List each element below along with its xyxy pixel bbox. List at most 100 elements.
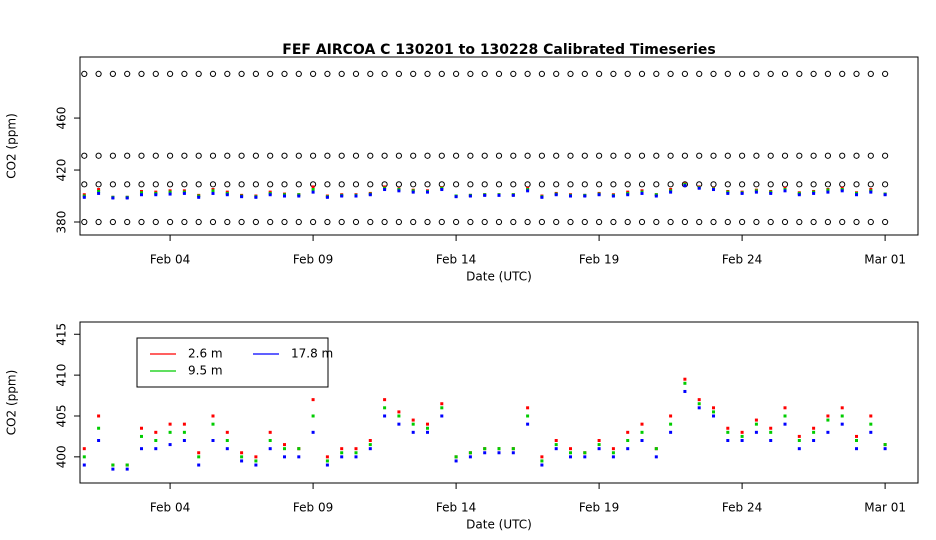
- point: [311, 430, 315, 434]
- point: [712, 414, 716, 418]
- point: [411, 190, 415, 194]
- series: [81, 152, 889, 159]
- point: [454, 455, 458, 459]
- point: [753, 218, 760, 226]
- point: [882, 70, 889, 77]
- point: [125, 467, 129, 471]
- point: [883, 447, 887, 451]
- point: [855, 439, 859, 443]
- point: [152, 152, 159, 159]
- point: [712, 410, 716, 414]
- point: [597, 447, 601, 451]
- point: [411, 430, 415, 434]
- x-tick-label: Feb 19: [579, 253, 619, 267]
- point: [311, 185, 315, 189]
- point: [440, 414, 444, 418]
- point: [869, 190, 873, 194]
- point: [710, 181, 717, 188]
- point: [181, 152, 188, 159]
- y-tick-label: 420: [55, 159, 69, 182]
- point: [195, 218, 202, 226]
- point: [240, 455, 244, 459]
- point: [826, 430, 830, 434]
- point: [867, 181, 874, 188]
- point: [739, 218, 746, 226]
- point: [125, 463, 129, 467]
- x-tick-label: Feb 19: [579, 501, 619, 515]
- y-axis-label: CO2 (ppm): [5, 113, 19, 179]
- point: [154, 447, 158, 451]
- point: [168, 422, 172, 426]
- point: [726, 426, 730, 430]
- point: [397, 189, 401, 193]
- point: [82, 195, 86, 199]
- point: [669, 422, 673, 426]
- point: [395, 218, 402, 226]
- point: [654, 194, 658, 198]
- point: [125, 196, 129, 200]
- point: [381, 218, 388, 226]
- point: [753, 181, 760, 188]
- point: [640, 439, 644, 443]
- series: [82, 184, 887, 200]
- point: [740, 439, 744, 443]
- point: [139, 434, 143, 438]
- point: [840, 406, 844, 410]
- point: [81, 218, 88, 226]
- point: [826, 414, 830, 418]
- point: [667, 181, 674, 188]
- point: [511, 447, 515, 451]
- point: [168, 443, 172, 447]
- point: [767, 152, 774, 159]
- point: [855, 193, 859, 197]
- point: [82, 463, 86, 467]
- point: [610, 218, 617, 226]
- point: [724, 181, 731, 188]
- point: [111, 463, 115, 467]
- x-tick-label: Feb 14: [436, 501, 476, 515]
- point: [581, 181, 588, 188]
- point: [195, 181, 202, 188]
- point: [781, 181, 789, 188]
- point: [468, 451, 472, 455]
- point: [324, 218, 331, 226]
- point: [166, 152, 174, 159]
- point: [425, 190, 429, 194]
- point: [826, 190, 830, 194]
- point: [124, 181, 131, 188]
- point: [425, 430, 429, 434]
- point: [712, 188, 716, 192]
- point: [340, 194, 344, 198]
- point: [95, 152, 102, 159]
- point: [211, 414, 215, 418]
- point: [425, 422, 429, 426]
- point: [197, 451, 201, 455]
- x-tick-label: Mar 01: [864, 501, 906, 515]
- point: [824, 181, 832, 188]
- point: [168, 192, 172, 196]
- point: [683, 184, 687, 188]
- point: [411, 418, 415, 422]
- point: [567, 181, 574, 188]
- point: [797, 447, 801, 451]
- point: [82, 447, 86, 451]
- point: [438, 218, 445, 226]
- point: [225, 430, 229, 434]
- point: [581, 70, 588, 77]
- point: [538, 181, 546, 188]
- point: [867, 218, 874, 226]
- point: [424, 70, 431, 77]
- point: [553, 181, 560, 188]
- point: [209, 70, 217, 77]
- point: [626, 439, 630, 443]
- point: [109, 70, 116, 77]
- point: [769, 426, 773, 430]
- point: [325, 459, 329, 463]
- point: [181, 181, 188, 188]
- point: [538, 70, 546, 77]
- point: [654, 447, 658, 451]
- point: [524, 70, 531, 77]
- point: [753, 70, 760, 77]
- point: [638, 181, 646, 188]
- point: [139, 447, 143, 451]
